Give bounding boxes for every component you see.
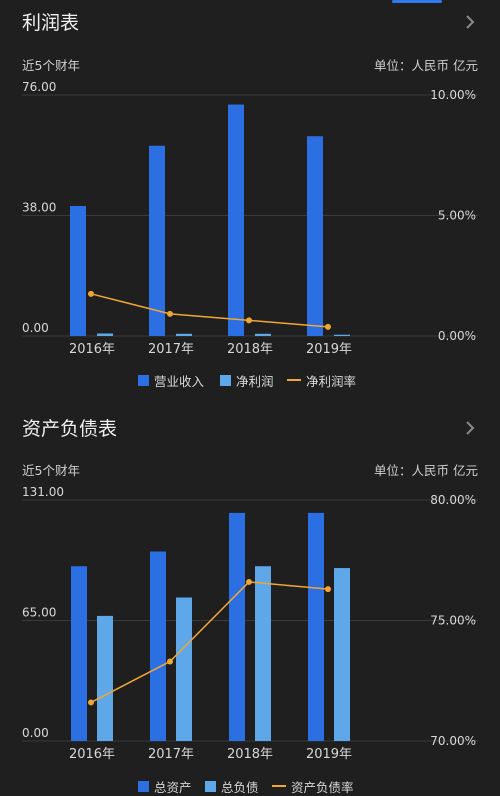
x-tick-label: 2018年 [227,342,273,357]
balance-unit: 单位：人民币 亿元 [374,463,478,478]
x-tick-label: 2018年 [227,747,273,762]
legend-label: 净利润 [236,373,274,389]
line-point [246,578,252,585]
legend-swatch [138,374,149,386]
legend-item-net-profit[interactable]: 净利润 [220,370,274,390]
bar-总资产 [71,566,87,741]
bar-总资产 [308,512,324,741]
bar-净利润 [334,334,350,336]
balance-section-header[interactable]: 资产负债表 [0,414,500,454]
y-tick-label-left: 38.00 [22,201,56,215]
y-tick-label-right: 80.00% [430,493,476,507]
line-point [167,658,173,665]
legend-swatch [205,780,216,792]
line-point [167,310,173,317]
x-tick-label: 2019年 [306,747,352,762]
line-净利润率 [90,293,329,328]
line-资产负债率 [90,581,329,704]
legend-item-total-assets[interactable]: 总资产 [138,776,192,796]
income-legend: 营业收入 净利润 净利润率 [0,370,500,390]
bar-营业收入 [307,136,323,336]
balance-title: 资产负债表 [22,418,118,440]
bar-净利润 [255,333,271,336]
legend-item-debt-ratio[interactable]: 资产负债率 [272,776,354,796]
line-point [88,699,94,706]
chevron-right-icon[interactable] [464,420,476,436]
y-tick-label-right: 5.00% [438,209,476,223]
balance-legend: 总资产 总负债 资产负债率 [0,776,500,796]
legend-item-total-liabilities[interactable]: 总负债 [205,776,259,796]
bar-总资产 [229,512,245,741]
line-point [325,323,331,330]
legend-item-net-margin[interactable]: 净利润率 [287,370,356,390]
bar-营业收入 [149,145,165,336]
x-tick-label: 2016年 [69,342,115,357]
bar-总负债 [255,566,271,741]
y-tick-label-right: 75.00% [430,614,476,628]
income-title: 利润表 [22,12,80,34]
line-point [325,586,331,593]
bar-净利润 [176,333,192,336]
legend-label: 净利润率 [306,373,357,389]
legend-label: 资产负债率 [291,779,354,795]
legend-swatch [138,780,149,792]
legend-label: 总资产 [154,779,192,795]
y-tick-label-left: 0.00 [22,726,49,740]
line-point [246,317,252,324]
legend-item-revenue[interactable]: 营业收入 [138,370,204,390]
y-tick-label-right: 10.00% [430,88,476,102]
legend-swatch [220,374,231,386]
line-point [88,290,94,297]
top-tab-indicator [392,0,442,3]
bar-总负债 [97,615,113,741]
balance-period: 近5个财年 [22,463,80,478]
chevron-right-icon[interactable] [464,14,476,30]
y-tick-label-left: 131.00 [22,485,64,499]
legend-line-swatch [287,379,301,381]
x-tick-label: 2019年 [306,342,352,357]
income-unit: 单位：人民币 亿元 [374,58,478,73]
y-tick-label-left: 0.00 [22,321,49,335]
legend-label: 总负债 [221,779,259,795]
bar-净利润 [97,333,113,336]
bar-总资产 [150,551,166,741]
legend-label: 营业收入 [154,373,205,389]
bar-总负债 [176,597,192,741]
bar-总负债 [334,568,350,741]
bar-营业收入 [228,104,244,337]
x-tick-label: 2017年 [148,747,194,762]
y-tick-label-left: 76.00 [22,80,56,94]
bar-营业收入 [70,205,86,336]
income-section-header[interactable]: 利润表 [0,8,500,48]
x-tick-label: 2016年 [69,747,115,762]
income-period: 近5个财年 [22,58,80,73]
x-tick-label: 2017年 [148,342,194,357]
y-tick-label-right: 70.00% [430,734,476,748]
y-tick-label-left: 65.00 [22,606,56,620]
y-tick-label-right: 0.00% [438,329,476,343]
legend-line-swatch [272,785,286,787]
